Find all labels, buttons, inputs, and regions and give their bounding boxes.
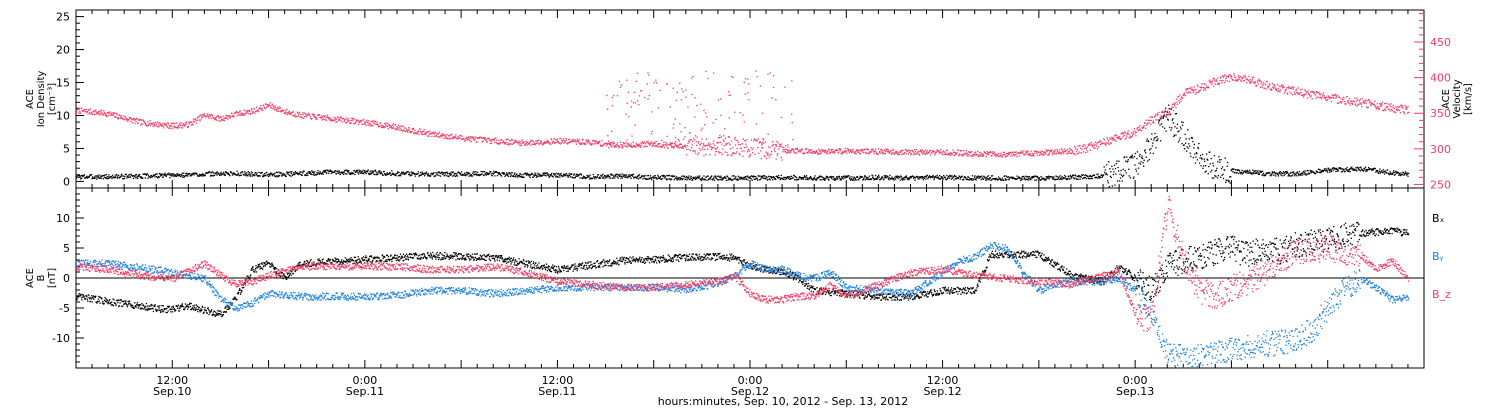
x-tick-time: 12:00	[156, 374, 188, 387]
y-left-label-line: Ion Density	[36, 71, 47, 128]
x-tick-time: 0:00	[738, 374, 763, 387]
legend-entry: Bₓ	[1432, 212, 1445, 225]
y-left-tick-label: 20	[56, 44, 70, 57]
y-left-tick-label: 5	[63, 142, 70, 155]
magnetic-field-panel: -10 -5 0 5 10 ACE B [nT] Bₓ Bᵧ B_z	[25, 187, 1451, 369]
x-tick-date: Sep.12	[731, 385, 769, 398]
y-right-tick-label: 300	[1430, 143, 1451, 156]
y-right-tick-label: 250	[1430, 178, 1451, 191]
x-tick-date: Sep.11	[346, 385, 384, 398]
panel1-frame	[75, 9, 1425, 189]
y-left-tick-label: 15	[56, 77, 70, 90]
y2-tick-label: 0	[63, 272, 70, 285]
y-right-tick-label: 450	[1430, 36, 1451, 49]
x-tick-date: Sep.10	[153, 385, 191, 398]
y2-tick-label: -5	[59, 302, 70, 315]
y2-tick-label: 10	[56, 212, 70, 225]
y-right-tick-label: 350	[1430, 107, 1451, 120]
y-left-label-line: [cm⁻³]	[47, 83, 58, 115]
legend-entry: B_z	[1432, 288, 1451, 301]
y-left-tick-label: 0	[63, 175, 70, 188]
y-left-label-line: ACE	[25, 89, 36, 109]
x-tick-time: 0:00	[1123, 374, 1148, 387]
density-points	[76, 104, 1410, 188]
b-series-points	[76, 221, 1410, 318]
y-right-label-line: Velocity	[1452, 79, 1463, 118]
time-axis: 12:00Sep.100:00Sep.1112:00Sep.110:00Sep.…	[153, 374, 1154, 398]
b-series-points	[76, 196, 1410, 332]
x-tick-time: 12:00	[927, 374, 959, 387]
y-right-label: ACE Velocity [km/s]	[1441, 79, 1474, 118]
x-tick-date: Sep.12	[923, 385, 961, 398]
x-tick-date: Sep.11	[538, 385, 576, 398]
velocity-outliers	[606, 70, 794, 150]
y-right-label-line: ACE	[1441, 89, 1452, 109]
y-left-label: ACE Ion Density [cm⁻³]	[25, 71, 58, 128]
legend-entry: Bᵧ	[1432, 250, 1444, 263]
x-tick-time: 12:00	[542, 374, 574, 387]
x-tick-date: Sep.13	[1116, 385, 1154, 398]
x-axis-title: hours:minutes, Sep. 10, 2012 - Sep. 13, …	[658, 395, 909, 408]
y2-label-line: ACE	[25, 268, 36, 288]
y2-label-line: B	[36, 274, 47, 281]
y2-tick-label: -10	[52, 332, 70, 345]
x-tick-time: 0:00	[353, 374, 378, 387]
b-series-points	[76, 242, 1410, 369]
y-left-tick-label: 10	[56, 109, 70, 122]
y2-label: ACE B [nT]	[25, 268, 58, 288]
y-right-label-line: [km/s]	[1463, 83, 1474, 115]
y2-tick-label: 5	[63, 242, 70, 255]
y-right-tick-label: 400	[1430, 72, 1451, 85]
velocity-points	[76, 72, 1410, 161]
y-left-tick-label: 25	[56, 11, 70, 24]
y2-label-line: [nT]	[47, 268, 58, 288]
